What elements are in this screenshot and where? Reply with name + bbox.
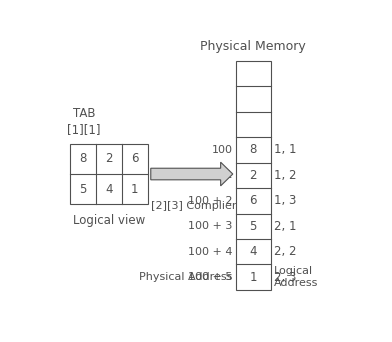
Text: 2: 2 [250, 169, 257, 182]
Text: 1: 1 [250, 271, 257, 284]
Text: 100 + 2: 100 + 2 [188, 196, 233, 206]
Text: [1][1]: [1][1] [67, 123, 101, 136]
Text: 100: 100 [212, 145, 233, 155]
Text: 1, 1: 1, 1 [274, 143, 296, 156]
Polygon shape [151, 162, 233, 186]
Text: 100 + 1: 100 + 1 [189, 170, 233, 180]
Text: 8: 8 [250, 143, 257, 156]
Text: Physical Memory: Physical Memory [200, 40, 306, 53]
Text: 5: 5 [250, 220, 257, 233]
Text: 2, 3: 2, 3 [274, 271, 296, 284]
Text: Logical view: Logical view [73, 214, 145, 227]
Text: 1: 1 [131, 183, 139, 196]
Text: 1, 3: 1, 3 [274, 194, 296, 207]
Text: 6: 6 [250, 194, 257, 207]
Text: 100 + 3: 100 + 3 [189, 221, 233, 231]
Text: 100 + 4: 100 + 4 [188, 247, 233, 257]
Text: 8: 8 [80, 153, 87, 166]
Text: 2, 2: 2, 2 [274, 245, 296, 258]
Text: 5: 5 [80, 183, 87, 196]
Text: Logical
Address: Logical Address [274, 266, 318, 288]
Text: 2: 2 [105, 153, 113, 166]
Text: 6: 6 [131, 153, 139, 166]
Text: Physical Address: Physical Address [140, 272, 233, 282]
Bar [70, 144, 148, 204]
Text: 4: 4 [250, 245, 257, 258]
Text: 1, 2: 1, 2 [274, 169, 296, 182]
Text: [2][3] Complier: [2][3] Complier [151, 201, 236, 211]
Text: 4: 4 [105, 183, 113, 196]
Text: 100 + 5: 100 + 5 [189, 272, 233, 282]
Bar [236, 61, 271, 290]
Text: TAB: TAB [73, 107, 96, 120]
Text: 2, 1: 2, 1 [274, 220, 296, 233]
